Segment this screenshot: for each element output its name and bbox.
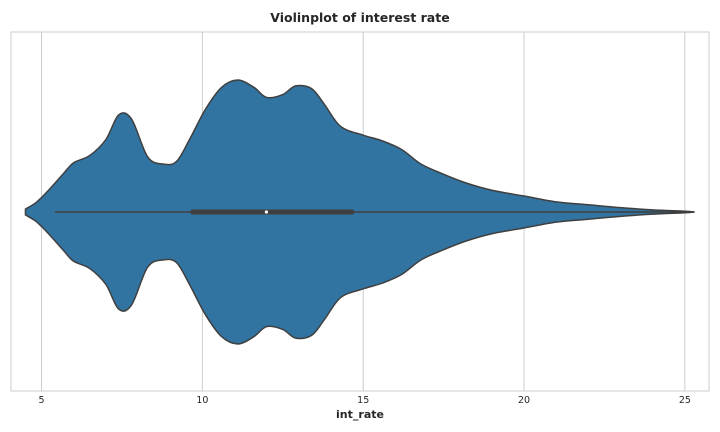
x-axis-ticks: 5 10 15 20 25 (39, 395, 691, 406)
x-tick-label: 20 (518, 395, 530, 406)
violin-iqr-box (190, 209, 355, 215)
x-tick-label: 15 (357, 395, 369, 406)
x-tick-label: 10 (196, 395, 208, 406)
x-axis-label: int_rate (336, 408, 384, 421)
violin-median-point (264, 210, 268, 214)
x-tick-label: 5 (39, 395, 45, 406)
chart-title: Violinplot of interest rate (270, 10, 449, 25)
plot-frame (10, 31, 710, 392)
x-tick-label: 25 (679, 395, 691, 406)
